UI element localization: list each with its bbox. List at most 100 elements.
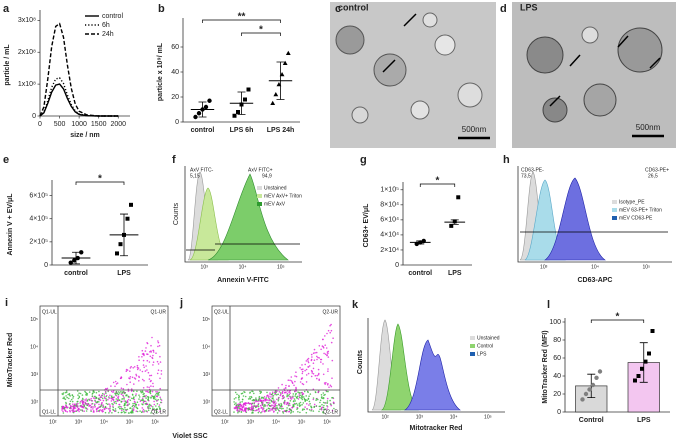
event [129,381,131,384]
event [320,407,323,409]
legend-label: mEV AxV+ Triton [264,193,302,199]
event [261,410,263,413]
event [280,393,282,396]
event [69,400,72,403]
event [268,399,271,402]
panel-label: a [3,3,10,15]
event [152,354,154,357]
panel-label: f [172,154,176,166]
event [103,395,106,397]
event [276,412,279,414]
event [324,335,326,337]
event [332,337,334,340]
event [289,379,291,382]
panel-label: g [360,154,367,166]
event [135,373,137,376]
x-tick-label: 1000 [71,121,87,128]
event [78,410,80,413]
event [150,396,152,399]
y-tick-label: 0 [557,409,561,416]
point [580,397,585,402]
y-axis-label: Annexin V + EV/μL [7,193,14,256]
event [298,396,301,399]
event [308,409,311,411]
event [151,356,153,359]
event [99,406,101,408]
event [149,374,151,377]
event [322,397,325,400]
y-tick-label: 3x10⁸ [18,17,36,24]
event [297,411,299,413]
event [149,351,151,353]
event [74,403,76,405]
event [113,402,116,404]
event [156,360,159,363]
event [321,397,324,400]
curve [403,339,461,411]
event [252,409,255,412]
event [157,392,159,395]
point [590,382,596,388]
event [84,399,86,401]
event [86,393,89,395]
x-tick-label: 10⁴ [450,414,458,420]
legend-swatch [612,216,617,220]
event [112,406,114,409]
event [327,352,329,355]
legend-swatch [470,344,475,348]
event [152,397,155,400]
event [114,394,117,396]
event [112,381,115,384]
event [310,359,313,362]
legend-swatch [612,208,617,212]
gate-label: CD63-PE- [521,167,544,173]
event [120,390,122,393]
event [271,397,274,400]
event [318,410,320,413]
event [301,409,304,411]
event [78,392,80,395]
event [142,364,145,366]
event [242,395,245,397]
event [118,407,121,410]
event [329,324,331,327]
event [146,342,148,344]
event [120,400,123,403]
event [276,398,278,401]
event [110,385,112,387]
event [326,402,328,404]
event [138,398,140,400]
event [323,408,325,411]
event [290,380,293,382]
event [98,410,101,413]
event [134,405,136,408]
axis [517,166,672,263]
event [262,399,265,402]
point [207,98,212,103]
x-tick-label: 10⁶ [323,419,331,425]
event [148,378,151,380]
x-tick-label: 10⁵ [298,419,306,425]
event [238,407,240,409]
event [251,390,253,393]
event [64,391,67,394]
event [145,410,148,412]
event [139,410,141,412]
event [156,395,159,398]
event [311,370,314,373]
x-tick-label: 10² [221,419,229,425]
event [67,393,69,396]
event [66,411,69,413]
gate-label: AxV FITC+ [248,167,273,173]
event [318,372,320,375]
event [249,398,252,400]
event [114,392,116,395]
event [135,393,137,395]
event [77,400,79,403]
gate-value: 5,15 [190,173,200,179]
event [146,359,149,362]
event [81,406,84,409]
panel-label: c [335,3,341,15]
event [111,412,113,414]
event [115,402,117,405]
